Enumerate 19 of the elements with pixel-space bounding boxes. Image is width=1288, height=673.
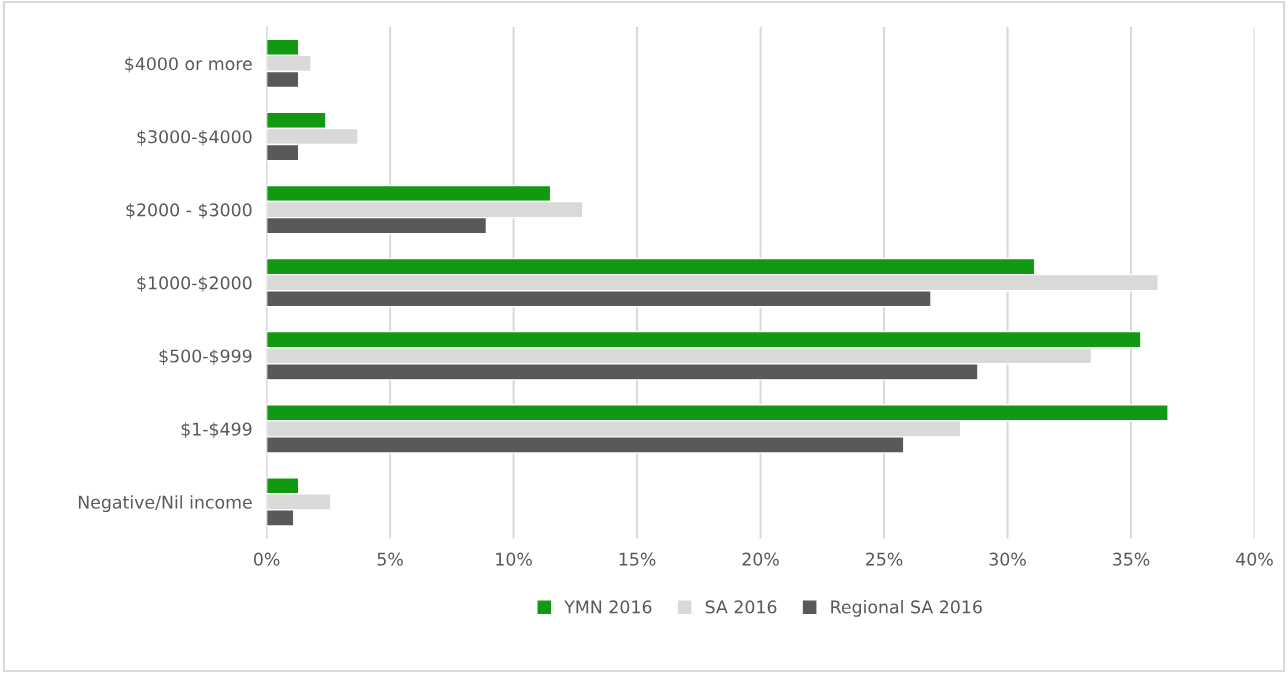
legend-label: Regional SA 2016 xyxy=(831,600,982,617)
y-tick-label: $2000 - $3000 xyxy=(126,203,252,219)
x-tick-label: 15% xyxy=(619,552,656,566)
x-tick-label: 40% xyxy=(1236,552,1273,566)
y-tick-label: Negative/Nil income xyxy=(78,495,252,513)
legend-label: SA 2016 xyxy=(705,600,777,614)
x-tick-label: 0% xyxy=(253,552,280,566)
legend-label: YMN 2016 xyxy=(564,600,652,614)
x-tick-label: 10% xyxy=(496,552,532,566)
y-tick-label: $4000 or more xyxy=(125,56,252,73)
x-tick-label: 5% xyxy=(377,552,403,566)
x-tick-label: 25% xyxy=(866,552,903,566)
x-tick-label: 30% xyxy=(989,552,1026,566)
y-tick-label: $500-$999 xyxy=(159,349,252,365)
x-tick-label: 35% xyxy=(1113,552,1150,566)
y-tick-label: $1-$499 xyxy=(181,422,252,438)
y-tick-label: $1000-$2000 xyxy=(137,276,252,292)
y-tick-label: $3000-$4000 xyxy=(137,129,252,146)
x-tick-label: 20% xyxy=(742,552,779,566)
